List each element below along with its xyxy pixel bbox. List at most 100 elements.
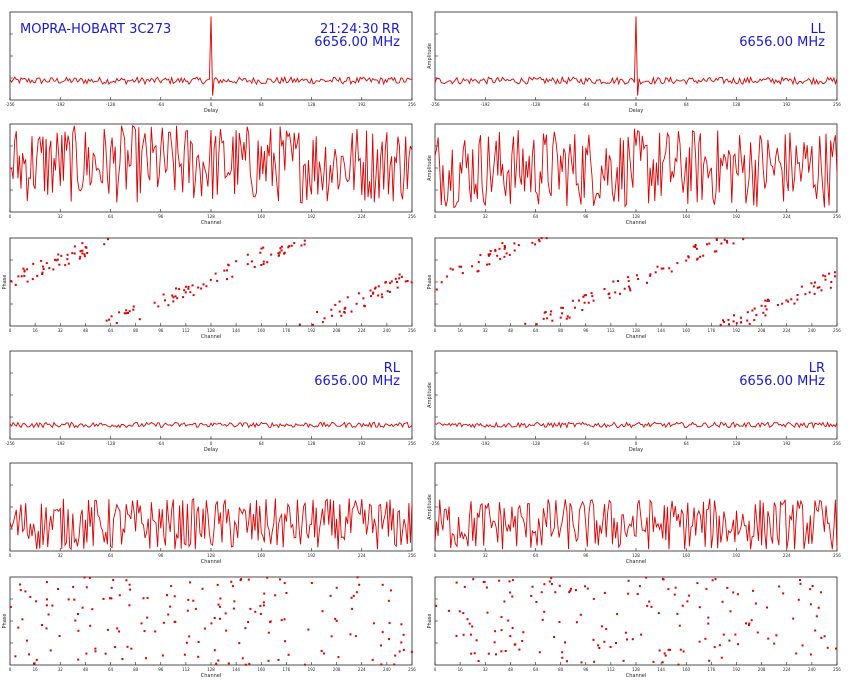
- phase-point: [558, 621, 561, 623]
- x-axis-label: Delay: [629, 108, 643, 114]
- phase-point: [535, 601, 538, 603]
- phase-point: [711, 579, 714, 582]
- phase-point: [77, 658, 80, 661]
- phase-point: [138, 318, 141, 321]
- phase-point: [600, 625, 603, 628]
- phase-point: [682, 650, 685, 653]
- x-tick-label: 256: [833, 667, 841, 672]
- phase-point: [760, 304, 763, 307]
- phase-point: [685, 259, 688, 262]
- phase-point: [303, 243, 306, 246]
- phase-point: [548, 580, 551, 583]
- phase-point: [112, 579, 115, 581]
- phase-point: [231, 275, 234, 278]
- phase-point: [219, 605, 221, 608]
- phase-point: [197, 641, 200, 643]
- x-tick-label: 192: [358, 102, 366, 107]
- phase-point: [458, 610, 461, 613]
- x-tick-label: 160: [257, 667, 265, 672]
- phase-point: [658, 649, 661, 652]
- phase-point: [765, 308, 768, 311]
- phase-point: [334, 617, 337, 620]
- x-tick-label: 192: [783, 441, 791, 446]
- phase-point: [267, 659, 270, 662]
- phase-point: [287, 653, 290, 656]
- trace-line: [434, 498, 838, 550]
- trace-line: [9, 125, 413, 204]
- phase-point: [560, 306, 563, 309]
- phase-point: [455, 634, 458, 637]
- phase-point: [500, 650, 503, 653]
- x-tick-label: 128: [733, 102, 741, 107]
- phase-point: [565, 317, 568, 320]
- phase-point: [540, 591, 543, 594]
- phase-point: [468, 622, 471, 625]
- phase-point: [696, 258, 699, 261]
- phase-point: [217, 659, 220, 662]
- phase-point: [298, 323, 301, 326]
- phase-point: [723, 321, 726, 324]
- phase-point: [128, 604, 131, 607]
- phase-point: [213, 617, 216, 619]
- phase-point: [513, 242, 516, 245]
- x-tick-label: 128: [207, 553, 215, 558]
- phase-point: [590, 292, 593, 295]
- phase-point: [363, 305, 366, 308]
- phase-point: [343, 311, 346, 313]
- phase-point: [389, 282, 392, 285]
- phase-point: [631, 638, 634, 641]
- phase-point: [822, 274, 825, 277]
- phase-point: [721, 600, 724, 603]
- phase-point: [479, 254, 482, 257]
- phase-point: [350, 596, 353, 599]
- x-tick-label: 208: [758, 328, 766, 333]
- phase-point: [307, 628, 310, 631]
- phase-point: [118, 311, 121, 314]
- phase-point: [283, 251, 286, 254]
- phase-point: [49, 649, 52, 652]
- phase-point: [32, 262, 35, 265]
- phase-point: [629, 289, 632, 292]
- phase-point: [513, 249, 516, 252]
- phase-point: [300, 244, 303, 247]
- phase-point: [293, 242, 296, 245]
- phase-point: [249, 607, 252, 610]
- phase-point: [561, 312, 564, 315]
- phase-point: [355, 591, 358, 594]
- x-tick-label: 128: [632, 328, 640, 333]
- phase-point: [787, 300, 790, 303]
- pol-label: RR: [382, 22, 400, 37]
- phase-point: [58, 263, 61, 266]
- phase-point: [24, 590, 27, 593]
- x-tick-label: 192: [733, 553, 741, 558]
- phase-point: [797, 598, 800, 601]
- phase-point: [695, 247, 698, 250]
- phase-point: [486, 611, 489, 614]
- phase-point: [561, 656, 564, 659]
- phase-point: [267, 631, 270, 634]
- phase-point: [592, 597, 595, 600]
- phase-point: [646, 281, 648, 284]
- phase-point: [169, 605, 172, 608]
- phase-point: [476, 270, 479, 273]
- phase-point: [508, 580, 511, 583]
- phase-point: [668, 267, 671, 270]
- phase-point: [687, 255, 690, 258]
- phase-point: [592, 638, 595, 641]
- phase-point: [52, 268, 55, 271]
- x-tick-label: 208: [758, 667, 766, 672]
- x-axis-label: Delay: [629, 447, 643, 453]
- phase-point: [792, 617, 795, 620]
- phase-point: [330, 635, 333, 638]
- phase-point: [105, 319, 108, 322]
- trace-line: [9, 421, 413, 429]
- phase-point: [767, 637, 770, 640]
- x-axis-label: Channel: [201, 559, 222, 565]
- phase-point: [584, 294, 587, 297]
- x-tick-label: 16: [458, 667, 464, 672]
- phase-point: [259, 604, 262, 607]
- phase-point: [358, 583, 361, 586]
- x-tick-label: 64: [108, 667, 114, 672]
- phase-point: [224, 612, 227, 615]
